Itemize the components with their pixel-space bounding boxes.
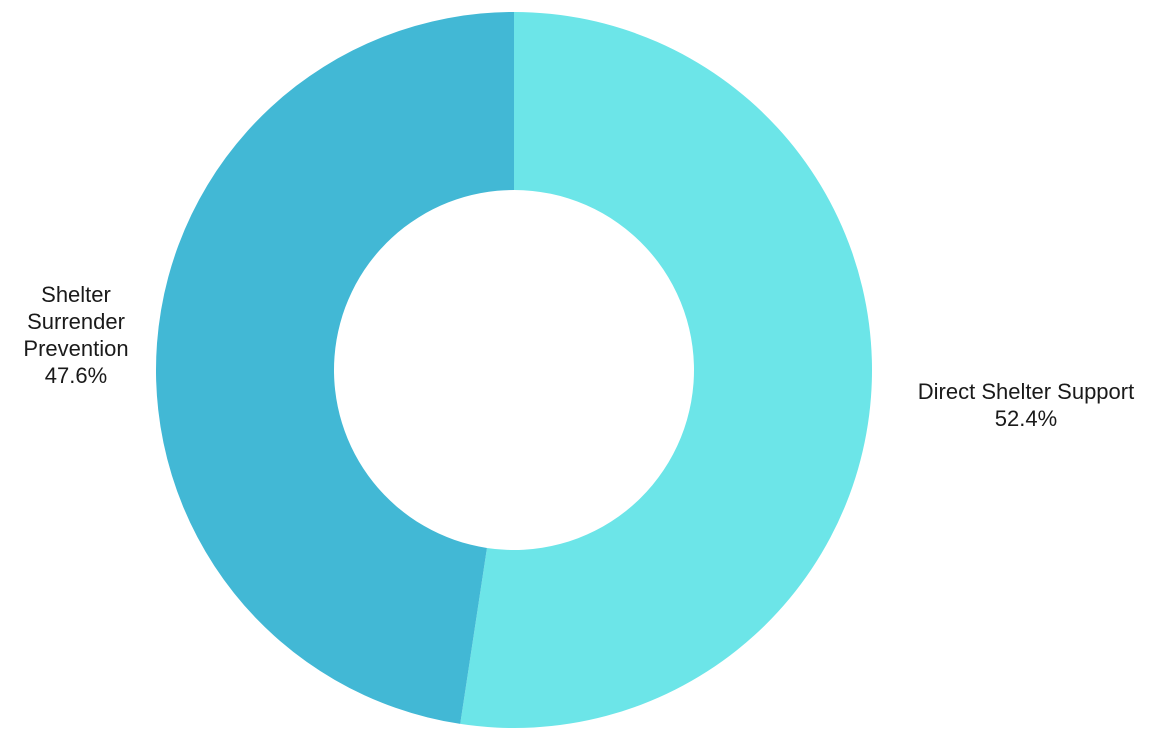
slice-name-line-1: Shelter [41,282,111,307]
slice-label-shelter-surrender-prevention: Shelter Surrender Prevention 47.6% [0,281,152,389]
slice-percent-shelter-surrender-prevention: 47.6% [44,363,108,388]
donut-slices [156,11,873,728]
slice-name-line-3: Prevention [23,336,129,361]
slice-name-direct-shelter-support: Direct Shelter Support [917,379,1135,404]
donut-slice-direct-shelter-support [460,12,873,728]
donut-slice-shelter-surrender-prevention [156,11,514,724]
slice-label-direct-shelter-support: Direct Shelter Support 52.4% [885,378,1167,432]
slice-percent-direct-shelter-support: 52.4% [994,406,1058,431]
slice-name-line-2: Surrender [27,309,125,334]
